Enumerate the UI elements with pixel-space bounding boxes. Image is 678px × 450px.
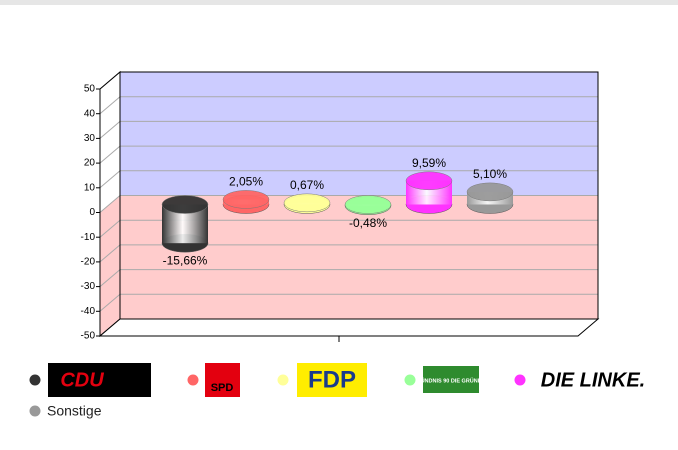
legend-label: DIE LINKE. xyxy=(541,369,645,391)
bar-cap xyxy=(344,195,392,214)
legend-logo xyxy=(297,363,367,397)
grid-line-side xyxy=(99,96,121,115)
bar-cap xyxy=(222,190,270,209)
y-tick-label: 50 xyxy=(84,84,96,95)
y-tick-label: 0 xyxy=(89,207,95,218)
grid-line-side xyxy=(99,145,121,164)
legend-label: FDP xyxy=(308,366,356,393)
grid-line-side xyxy=(99,195,121,213)
legend-marker xyxy=(514,374,526,386)
grid-line-side xyxy=(99,269,121,287)
grid-line-side xyxy=(99,293,121,312)
legend-marker xyxy=(29,405,41,417)
bar-cap xyxy=(283,193,331,213)
legend-marker xyxy=(277,374,289,386)
legend-marker xyxy=(404,374,416,386)
y-tick-label: 40 xyxy=(84,108,96,119)
grid-line-side xyxy=(99,121,121,139)
value-label: -15,66% xyxy=(163,253,208,267)
left-wall-positive xyxy=(100,72,120,213)
y-tick-label: -30 xyxy=(81,281,96,292)
y-tick-label: 30 xyxy=(84,133,96,144)
floor xyxy=(98,318,600,337)
left-wall-negative xyxy=(100,195,120,336)
legend-logo xyxy=(48,363,151,397)
legend-logo xyxy=(423,366,479,393)
grid-line-side xyxy=(99,170,121,189)
legend-marker xyxy=(187,374,199,386)
value-label: 2,05% xyxy=(229,175,263,189)
back-wall-positive xyxy=(120,72,598,196)
y-tick-label: -40 xyxy=(81,306,96,317)
value-label: 5,10% xyxy=(473,167,507,181)
legend-label: BÜNDNIS 90 DIE GRÜNEN xyxy=(417,377,486,384)
legend-label: SPD xyxy=(211,382,234,394)
bar-cap xyxy=(466,182,514,202)
legend-label: CDU xyxy=(60,369,104,391)
y-tick-label: 20 xyxy=(84,158,96,169)
y-tick-label: 10 xyxy=(84,182,96,193)
grid-line-side xyxy=(99,219,121,238)
bar-cap xyxy=(161,195,209,214)
value-label: 0,67% xyxy=(290,178,324,192)
legend-marker xyxy=(29,374,41,386)
value-label: -0,48% xyxy=(349,216,387,230)
bar-cap xyxy=(405,171,453,191)
y-tick-label: -10 xyxy=(81,232,96,243)
top-bar xyxy=(0,0,678,5)
value-label: 9,59% xyxy=(412,156,446,170)
y-tick-label: -50 xyxy=(81,331,96,342)
y-tick-label: -20 xyxy=(81,257,96,268)
legend-logo xyxy=(205,363,240,397)
grid-line-side xyxy=(99,244,121,263)
legend-label: Sonstige xyxy=(47,403,102,419)
